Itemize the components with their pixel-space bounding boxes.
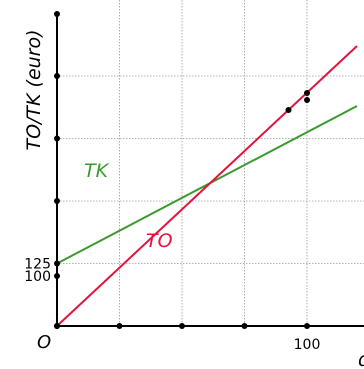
labels: TO/TK (euro)100125100OqTKTO [23,29,364,369]
y-tick-label: 100 [24,269,51,285]
y-tick-label: 125 [24,257,51,273]
data-point [285,107,292,113]
y-tick-dot [54,135,60,142]
y-tick-dot [54,273,60,279]
data-point [304,97,310,103]
series-label-to: TO [146,230,173,252]
data-point [304,90,310,96]
x-tick-dot [116,323,123,329]
series [56,45,358,327]
x-tick-dot [179,323,185,329]
y-tick-dot [54,198,60,204]
y-axis-label: TO/TK (euro) [23,29,45,150]
x-tick-dot [304,323,310,329]
y-axis-end [54,11,60,17]
x-axis-label: q [358,349,364,369]
series-label-tk: TK [84,160,110,182]
origin-label: O [37,332,51,353]
y-tick-dot [54,323,60,329]
ticks [54,73,310,329]
x-tick-label: 100 [294,337,321,353]
grid [57,0,364,326]
series-line-to [56,45,358,327]
y-tick-dot [54,73,60,79]
y-tick-dot [54,260,60,267]
x-tick-dot [241,323,248,329]
